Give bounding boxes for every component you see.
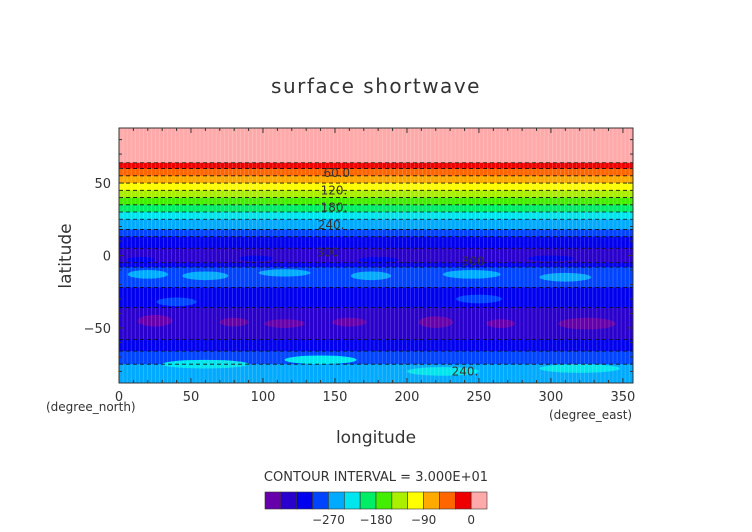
band-15 [119,287,633,309]
patch-19 [406,367,479,376]
patch-9 [332,317,367,327]
band-18 [119,351,633,365]
patch-4 [442,269,501,279]
patch-8 [264,319,305,328]
patch-12 [558,317,616,330]
x-tick-label: 0 [115,390,123,405]
colorbar-swatch [343,491,361,510]
contour-label: 180. [321,201,348,215]
patch-11 [486,319,515,328]
patch-18 [284,355,357,365]
patch-15 [358,256,399,263]
patch-14 [238,255,274,262]
contour-label: 300 [316,246,339,260]
patch-3 [350,271,392,281]
colorbar-swatch [391,491,409,510]
colorbar-swatch [470,491,488,510]
colorbar-swatch [423,491,440,510]
band-7 [119,204,633,213]
colorbar-swatch [264,491,282,510]
colorbar-swatch [375,491,393,510]
x-tick-label: 100 [251,390,276,405]
x-axis: 0 50 100 150 200 250 300 350 [115,128,635,405]
colorbar-swatch [296,491,313,510]
band-6 [119,197,633,206]
colorbar: −270 −180 −90 0 [264,491,488,527]
heatmap-field [119,128,633,383]
contour-label: 240. [452,364,479,378]
y-tick-label: −50 [84,322,111,337]
patch-5 [539,272,592,282]
contour-label: 120. [321,183,348,197]
x-tick-label: 150 [323,390,348,405]
band-8 [119,212,633,220]
colorbar-swatch [439,491,456,510]
colorbar-swatch [407,491,424,510]
band-9 [119,219,633,230]
band-16 [119,307,633,341]
band-19 [119,364,633,383]
contour-labels: 60.0 120. 180. 240. 300 300 240. [316,166,484,378]
y-unit-label: (degree_north) [46,400,136,414]
patch-0 [127,269,168,279]
colorbar-tick-label: −180 [360,513,393,527]
contour-label: 300 [462,254,485,268]
patch-2 [258,269,311,277]
x-tick-label: 200 [395,390,420,405]
colorbar-tick-label: −270 [312,513,345,527]
band-2 [119,168,633,177]
band-0 [119,128,633,164]
x-tick-label: 300 [539,390,564,405]
colorbar-swatch [280,491,298,510]
colorbar-swatch [328,491,345,510]
y-tick-label: 50 [94,177,111,192]
contour-interval-label: CONTOUR INTERVAL = 3.000E+01 [264,470,488,485]
y-tick-label: 0 [103,250,111,265]
chart-title: surface shortwave [271,74,481,98]
patch-20 [539,364,621,373]
band-17 [119,339,633,352]
patch-21 [455,294,502,304]
colorbar-swatch [312,491,329,510]
patch-6 [137,314,173,327]
patch-16 [527,255,574,262]
x-unit-label: (degree_east) [549,408,632,422]
colorbar-swatch [454,491,472,510]
x-axis-label: longitude [336,428,416,448]
band-10 [119,229,633,238]
patch-1 [182,271,229,281]
contour-label: 60.0 [323,166,350,180]
colorbar-tick-label: −90 [411,513,436,527]
x-tick-label: 350 [611,390,636,405]
band-4 [119,183,633,191]
band-13 [119,262,633,268]
patch-22 [156,297,197,307]
band-5 [119,190,633,199]
x-tick-label: 250 [467,390,492,405]
y-axis-label: latitude [56,223,76,288]
contour-lines [119,162,633,365]
patch-7 [219,317,249,327]
band-3 [119,175,633,184]
y-axis: 50 0 −50 [84,139,633,372]
x-tick-label: 50 [183,390,200,405]
colorbar-swatch [359,491,377,510]
colorbar-tick-label: 0 [467,513,475,527]
patch-13 [126,256,155,263]
patch-10 [418,316,454,328]
band-1 [119,162,633,170]
grid-lines [119,128,630,383]
contour-label: 240. [318,218,345,232]
band-11 [119,236,633,249]
